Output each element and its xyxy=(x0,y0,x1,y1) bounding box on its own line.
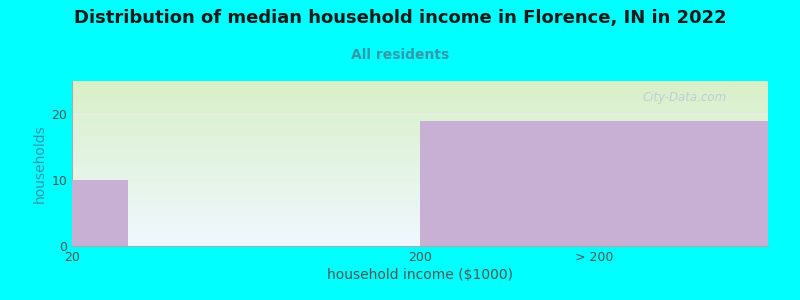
Bar xyxy=(72,180,128,246)
X-axis label: household income ($1000): household income ($1000) xyxy=(327,268,513,282)
Text: City-Data.com: City-Data.com xyxy=(642,91,726,104)
Text: Distribution of median household income in Florence, IN in 2022: Distribution of median household income … xyxy=(74,9,726,27)
Y-axis label: households: households xyxy=(33,124,47,203)
Text: All residents: All residents xyxy=(351,48,449,62)
Bar xyxy=(420,121,768,246)
